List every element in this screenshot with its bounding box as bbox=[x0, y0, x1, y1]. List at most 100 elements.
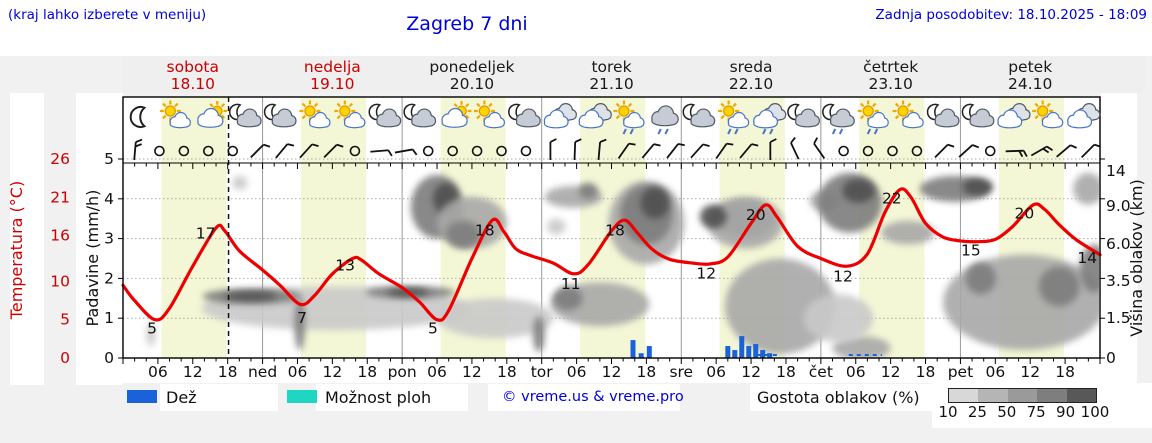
day-name: torek bbox=[591, 58, 631, 76]
x-axis-label: čet bbox=[809, 363, 833, 381]
calm-wind-icon bbox=[447, 145, 458, 157]
temp-value-label: 15 bbox=[961, 241, 981, 259]
x-axis-label: 12 bbox=[602, 363, 622, 381]
x-axis-label: 06 bbox=[706, 363, 726, 381]
cloud-sun-icon bbox=[197, 101, 228, 128]
cloud-blob bbox=[707, 196, 784, 249]
calm-wind-icon bbox=[911, 145, 923, 157]
day-name: sobota bbox=[167, 58, 219, 76]
cloud-blob bbox=[724, 258, 836, 355]
wind-barb-icon bbox=[275, 143, 295, 159]
temp-value-label: 12 bbox=[833, 267, 853, 285]
clouds-rain-icon bbox=[753, 102, 787, 135]
clouds-icon bbox=[997, 102, 1031, 129]
clouds-icon bbox=[578, 102, 612, 129]
menu-hint: (kraj lahko izberete v meniju) bbox=[8, 7, 207, 23]
copyright-link[interactable]: © vreme.us & vreme.pro bbox=[502, 389, 684, 405]
rain-bar bbox=[746, 346, 752, 358]
cloud-blob bbox=[699, 204, 727, 229]
x-axis-label: 18 bbox=[776, 363, 796, 381]
cloud-blob bbox=[532, 316, 545, 353]
calm-wind-icon bbox=[349, 145, 361, 157]
wind-barb-icon bbox=[549, 138, 557, 160]
rain-bar bbox=[630, 340, 636, 358]
temp-axis-tick: 0 bbox=[60, 349, 70, 367]
x-axis-label: 18 bbox=[1055, 363, 1075, 381]
precip-axis-tick: 4 bbox=[104, 190, 114, 208]
moon-icon bbox=[129, 106, 147, 128]
rain-bar bbox=[638, 353, 644, 358]
wind-barb-icon bbox=[133, 138, 143, 161]
density-tick-label: 10 bbox=[938, 403, 958, 421]
wind-barb-icon bbox=[641, 143, 661, 159]
precip-axis-tick: 2 bbox=[104, 269, 114, 287]
wind-barb-icon bbox=[813, 137, 826, 159]
x-axis-label: 12 bbox=[881, 363, 901, 381]
temp-axis-tick: 10 bbox=[50, 272, 70, 290]
density-tick-label: 50 bbox=[997, 403, 1017, 421]
day-date: 22.10 bbox=[729, 75, 773, 93]
sun-cloud-icon bbox=[299, 100, 331, 129]
day-date: 23.10 bbox=[868, 75, 912, 93]
cloud-sun-icon bbox=[441, 101, 472, 128]
density-gradient-step bbox=[1066, 389, 1096, 402]
calm-wind-icon bbox=[984, 145, 996, 157]
sun-cloud-rain-icon bbox=[857, 100, 889, 135]
x-axis-label: 18 bbox=[637, 363, 657, 381]
day-date: 18.10 bbox=[171, 75, 215, 93]
moon-cloud-icon bbox=[263, 103, 297, 128]
cloud-blob bbox=[578, 182, 598, 199]
x-axis-label: 18 bbox=[357, 363, 377, 381]
moon-cloud-icon bbox=[229, 103, 262, 128]
density-tick-label: 90 bbox=[1056, 403, 1076, 421]
calm-wind-icon bbox=[862, 145, 874, 157]
wind-barb-icon bbox=[573, 138, 582, 161]
density-tick-label: 25 bbox=[967, 403, 987, 421]
density-gradient-step bbox=[1007, 389, 1038, 402]
temp-axis-label: Temperatura (°C) bbox=[7, 181, 26, 320]
cloud-axis-tick: 9.0 bbox=[1106, 197, 1131, 215]
cloud-density-ticks: 10 25 50 75 90 100 bbox=[0, 403, 1152, 421]
rain-bar bbox=[760, 350, 766, 358]
moon-cloud-icon bbox=[403, 103, 437, 128]
calm-wind-icon bbox=[422, 145, 434, 157]
cloud-shading bbox=[146, 172, 1099, 358]
day-header-band bbox=[123, 56, 1145, 93]
density-tick-label: 75 bbox=[1026, 403, 1046, 421]
moon-cloud-icon bbox=[926, 103, 960, 128]
wind-barb-icon bbox=[1056, 144, 1077, 158]
rain-bar bbox=[739, 336, 745, 358]
cloud-blob bbox=[962, 177, 993, 196]
density-gradient-step bbox=[978, 389, 1008, 402]
wind-barb-icon bbox=[769, 138, 777, 160]
cloud-axis-tick: 1.5 bbox=[1106, 309, 1131, 327]
wind-barb-icon bbox=[958, 144, 980, 158]
page-title: Zagreb 7 dni bbox=[406, 13, 528, 35]
x-axis-label: 18 bbox=[916, 363, 936, 381]
calm-wind-icon bbox=[227, 145, 239, 157]
precip-axis-tick: 1 bbox=[104, 309, 114, 327]
wind-barb-icon bbox=[934, 143, 955, 159]
x-axis-label: ned bbox=[248, 363, 277, 381]
x-axis-label: 06 bbox=[567, 363, 587, 381]
legend-box bbox=[488, 384, 680, 411]
temp-value-label: 17 bbox=[196, 225, 216, 243]
x-axis-label: 18 bbox=[218, 363, 238, 381]
cloud-blob bbox=[842, 178, 875, 203]
wind-barb-icon bbox=[370, 149, 393, 157]
day-name: ponedeljek bbox=[429, 58, 514, 76]
wind-barb-icon bbox=[394, 148, 418, 156]
cloud-blob bbox=[803, 294, 874, 343]
precip-axis-tick: 3 bbox=[104, 230, 114, 248]
density-tick-label: 100 bbox=[1080, 403, 1110, 421]
cloud-blob bbox=[832, 336, 891, 358]
sun-cloud-icon bbox=[159, 100, 191, 129]
cloud-density-gradient bbox=[948, 388, 1097, 403]
showers-legend-swatch bbox=[287, 390, 317, 403]
last-update-text: Zadnja posodobitev: 18.10.2025 - 18:09 bbox=[875, 7, 1147, 23]
moon-cloud-icon bbox=[508, 103, 541, 128]
rain-legend-swatch bbox=[127, 390, 157, 403]
temp-axis-tick: 16 bbox=[50, 227, 70, 245]
